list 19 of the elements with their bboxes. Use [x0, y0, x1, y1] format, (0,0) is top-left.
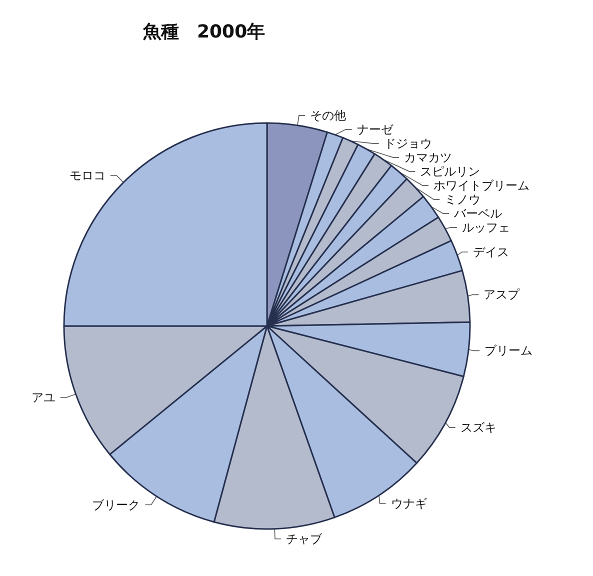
- slice-label: チャブ: [286, 532, 324, 546]
- slice-label: ドジョウ: [384, 136, 432, 150]
- slice-label: ブリーム: [484, 344, 533, 358]
- slice-label: ウナギ: [390, 496, 427, 511]
- slice-label: バーベル: [453, 206, 502, 220]
- slice-label: カマカツ: [404, 150, 452, 164]
- slice-label: ミノウ: [444, 192, 481, 206]
- slice-label: ルッフェ: [462, 220, 510, 234]
- slice-label: アスプ: [484, 288, 521, 302]
- slice-label: デイス: [472, 244, 509, 259]
- slice-label: モロコ: [69, 168, 106, 182]
- slice-label: スズキ: [460, 420, 496, 434]
- chart-title: 魚種 2000年: [142, 22, 266, 42]
- slice-label: アユ: [31, 390, 56, 405]
- slice-label: ナーゼ: [356, 122, 394, 136]
- slice-label: スピルリン: [420, 164, 480, 178]
- slice-label: その他: [310, 108, 346, 122]
- slice-label: ブリーク: [92, 498, 140, 512]
- slice-label: ホワイトブリーム: [433, 178, 530, 192]
